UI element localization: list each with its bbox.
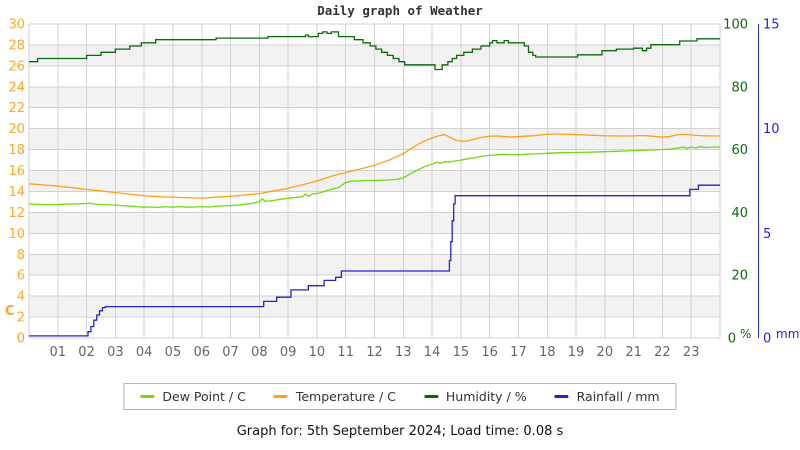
series-line-temperature-c <box>28 133 720 199</box>
svg-text:10: 10 <box>309 345 326 360</box>
legend-label: Rainfall / mm <box>576 389 660 404</box>
legend-label: Temperature / C <box>295 389 396 404</box>
svg-text:13: 13 <box>395 345 412 360</box>
svg-text:12: 12 <box>366 345 383 360</box>
svg-text:4: 4 <box>17 290 25 305</box>
grid-lines <box>28 23 721 339</box>
svg-text:15: 15 <box>763 18 780 33</box>
legend-item-rainfall: Rainfall / mm <box>554 389 660 404</box>
svg-text:5: 5 <box>763 227 771 242</box>
svg-text:18: 18 <box>8 143 25 158</box>
svg-text:mm: mm <box>776 327 799 341</box>
humidity-axis-labels: 0 % 20 40 60 80 100 <box>723 18 751 347</box>
svg-text:06: 06 <box>193 345 210 360</box>
chart-legend: Dew Point / C Temperature / C Humidity / %… <box>123 383 677 410</box>
chart-title: Daily graph of Weather <box>317 3 483 18</box>
svg-text:6: 6 <box>17 269 25 284</box>
svg-text:26: 26 <box>8 59 25 74</box>
svg-text:02: 02 <box>78 345 95 360</box>
svg-text:0: 0 <box>728 332 736 347</box>
svg-text:10: 10 <box>8 227 25 242</box>
svg-text:20: 20 <box>8 122 25 137</box>
series-line-rainfall-mm <box>29 184 720 337</box>
svg-text:20: 20 <box>597 345 614 360</box>
svg-text:18: 18 <box>539 345 556 360</box>
svg-text:22: 22 <box>8 101 25 116</box>
svg-text:19: 19 <box>568 345 585 360</box>
x-axis-labels: 01 02 03 04 05 06 07 08 09 10 11 12 13 14 15 16 17 18 19 20… <box>50 345 700 360</box>
svg-text:21: 21 <box>625 345 642 360</box>
svg-text:05: 05 <box>165 345 182 360</box>
svg-text:10: 10 <box>763 122 780 137</box>
svg-text:14: 14 <box>424 345 441 360</box>
svg-text:0: 0 <box>763 332 771 347</box>
svg-text:2: 2 <box>17 311 25 326</box>
svg-text:20: 20 <box>731 269 748 284</box>
svg-text:24: 24 <box>8 80 25 95</box>
humidity-swatch-icon <box>423 395 438 398</box>
svg-text:04: 04 <box>136 345 153 360</box>
dew_point-swatch-icon <box>140 395 155 398</box>
svg-text:23: 23 <box>683 345 700 360</box>
chart-caption: Graph for: 5th September 2024; Load time… <box>236 424 564 439</box>
svg-text:100: 100 <box>723 18 748 33</box>
series-line-humidity <box>29 31 720 71</box>
svg-text:08: 08 <box>251 345 268 360</box>
temperature-swatch-icon <box>273 395 288 398</box>
svg-text:22: 22 <box>654 345 671 360</box>
svg-text:03: 03 <box>107 345 124 360</box>
rainfall-swatch-icon <box>554 395 569 398</box>
legend-label: Humidity / % <box>445 389 527 404</box>
svg-text:09: 09 <box>280 345 297 360</box>
svg-text:11: 11 <box>337 345 354 360</box>
left-axis-unit-label: C <box>5 304 15 319</box>
svg-text:16: 16 <box>481 345 498 360</box>
series-line-dew-point-c <box>28 146 720 209</box>
legend-item-dew_point: Dew Point / C <box>140 389 246 404</box>
svg-text:40: 40 <box>731 206 748 221</box>
rain-axis-labels: 0 mm 5 10 15 <box>763 18 799 347</box>
svg-text:01: 01 <box>50 345 67 360</box>
svg-text:17: 17 <box>510 345 527 360</box>
svg-text:8: 8 <box>17 248 25 263</box>
svg-text:%: % <box>740 327 751 341</box>
svg-text:12: 12 <box>8 206 25 221</box>
legend-item-humidity: Humidity / % <box>423 389 527 404</box>
legend-item-temperature: Temperature / C <box>273 389 396 404</box>
svg-text:15: 15 <box>453 345 470 360</box>
svg-text:0: 0 <box>17 332 25 347</box>
svg-text:07: 07 <box>222 345 239 360</box>
svg-text:30: 30 <box>8 18 25 33</box>
svg-text:80: 80 <box>731 80 748 95</box>
svg-text:28: 28 <box>8 38 25 53</box>
svg-text:60: 60 <box>731 143 748 158</box>
svg-text:14: 14 <box>8 185 25 200</box>
svg-text:16: 16 <box>8 164 25 179</box>
legend-label: Dew Point / C <box>162 389 246 404</box>
